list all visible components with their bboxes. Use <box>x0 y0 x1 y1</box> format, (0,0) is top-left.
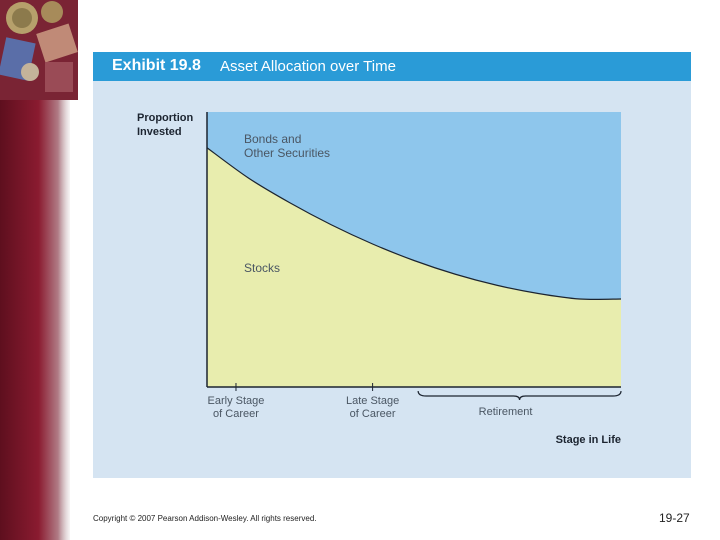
exhibit-label: Exhibit 19.8 <box>112 57 201 74</box>
x-axis-label: Stage in Life <box>556 434 621 446</box>
retirement-brace <box>417 390 622 401</box>
y-axis-label: Invested <box>137 126 182 138</box>
stage-tick-label: Late Stage <box>346 395 399 407</box>
exhibit-title: Asset Allocation over Time <box>220 58 396 75</box>
stage-tick-label: Early Stage <box>208 395 265 407</box>
y-axis-label: Proportion <box>137 112 193 124</box>
stocks-series-label: Stocks <box>244 261 280 275</box>
stage-tick-label: of Career <box>213 408 259 420</box>
exhibit-panel: Exhibit 19.8 Asset Allocation over Time … <box>93 52 691 478</box>
stocks-area <box>207 147 621 387</box>
coins-decoration-image <box>0 0 78 100</box>
sidebar-fade <box>58 0 72 540</box>
stage-tick-label: of Career <box>350 408 396 420</box>
retirement-label: Retirement <box>479 406 533 418</box>
boundary-line <box>206 147 622 301</box>
page-number: 19-27 <box>659 511 690 525</box>
exhibit-title-band: Exhibit 19.8 Asset Allocation over Time <box>93 52 691 81</box>
copyright-text: Copyright © 2007 Pearson Addison-Wesley.… <box>93 514 317 523</box>
bonds-series-label: Bonds and <box>244 132 301 146</box>
bonds-series-label: Other Securities <box>244 146 330 160</box>
